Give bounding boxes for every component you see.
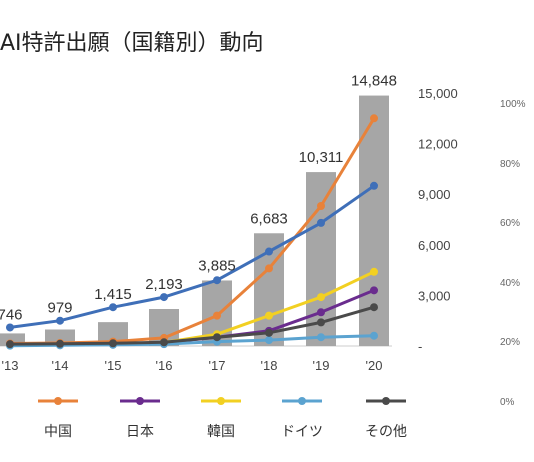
legend-label: 韓国 <box>207 423 235 439</box>
series-point <box>370 114 378 123</box>
series-point <box>6 340 14 349</box>
right-axis-tick-label: 100% <box>500 99 526 110</box>
y-tick-label: 9,000 <box>418 187 451 202</box>
data-label: 979 <box>47 300 72 317</box>
series-point <box>213 276 221 285</box>
data-label: 10,311 <box>299 149 344 166</box>
series-point <box>56 339 64 348</box>
series-point <box>317 308 325 317</box>
x-tick-label: '14 <box>52 358 69 373</box>
legend-label: 中国 <box>44 423 72 439</box>
series-point <box>265 336 273 345</box>
legend-swatch-marker <box>217 397 225 405</box>
data-label: 746 <box>0 306 23 323</box>
series-point <box>213 333 221 342</box>
y-tick-label: 6,000 <box>418 238 451 253</box>
series-point <box>109 339 117 348</box>
data-label: 3,885 <box>198 257 236 274</box>
y-tick-label: - <box>418 339 422 354</box>
series-point <box>265 264 273 273</box>
x-tick-label: '20 <box>366 358 383 373</box>
y-tick-label: 12,000 <box>418 137 458 152</box>
legend-label: 日本 <box>126 423 154 439</box>
series-point <box>370 267 378 276</box>
right-axis-tick-label: 80% <box>500 159 520 170</box>
series-point <box>317 318 325 327</box>
legend-swatch-marker <box>298 397 306 405</box>
data-label: 14,848 <box>351 73 397 90</box>
series-point <box>370 286 378 295</box>
right-axis-tick-label: 40% <box>500 278 520 289</box>
chart-title: AI特許出願（国籍別）動向 <box>0 31 264 56</box>
series-point <box>56 316 64 325</box>
series-point <box>265 247 273 256</box>
legend-label: その他 <box>365 423 407 439</box>
series-point <box>109 303 117 312</box>
right-axis-tick-label: 60% <box>500 218 520 229</box>
series-line <box>9 305 375 346</box>
series-point <box>370 303 378 312</box>
series-point <box>370 331 378 340</box>
data-label: 6,683 <box>250 210 288 227</box>
x-tick-label: '13 <box>2 358 19 373</box>
legend-label: ドイツ <box>281 423 323 439</box>
right-axis-tick-label: 0% <box>500 397 515 408</box>
legend-swatch-marker <box>136 397 144 405</box>
series-point <box>317 333 325 342</box>
x-tick-label: '16 <box>156 358 173 373</box>
series-line <box>9 184 375 329</box>
y-tick-label: 15,000 <box>418 86 458 101</box>
series-point <box>160 293 168 302</box>
series-point <box>317 202 325 211</box>
right-axis-tick-label: 20% <box>500 337 520 348</box>
data-label: 2,193 <box>145 276 183 293</box>
x-tick-label: '15 <box>105 358 122 373</box>
x-tick-label: '19 <box>313 358 330 373</box>
series-point <box>6 323 14 332</box>
data-label: 1,415 <box>94 286 132 303</box>
y-tick-label: 3,000 <box>418 288 451 303</box>
x-tick-label: '17 <box>209 358 226 373</box>
legend-swatch-marker <box>382 397 390 405</box>
series-point <box>213 311 221 320</box>
series-point <box>160 338 168 347</box>
legend-swatch-marker <box>54 397 62 405</box>
x-tick-label: '18 <box>261 358 278 373</box>
series-point <box>265 328 273 337</box>
series-point <box>317 293 325 302</box>
series-point <box>317 218 325 227</box>
series-point <box>370 181 378 190</box>
series-point <box>265 311 273 320</box>
